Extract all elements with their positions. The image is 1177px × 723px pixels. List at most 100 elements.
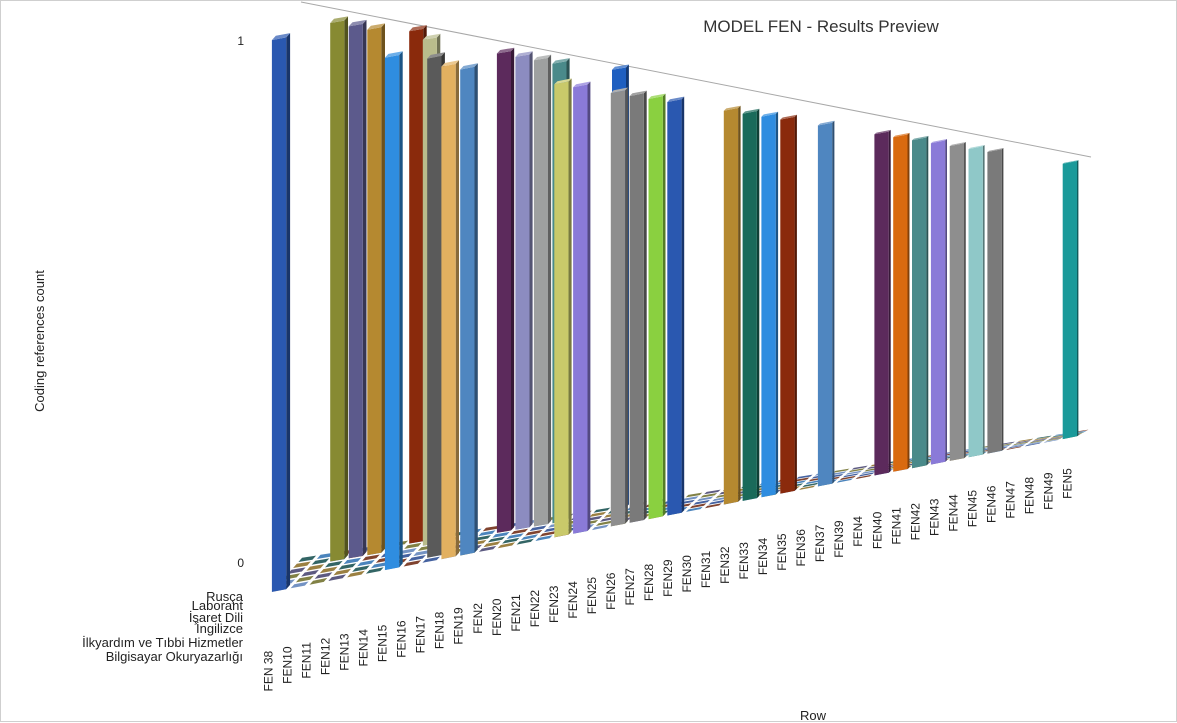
floor-tile bbox=[539, 530, 557, 537]
bar-front-face bbox=[987, 149, 1002, 454]
floor-tile bbox=[1043, 439, 1060, 443]
bar-front-face bbox=[384, 55, 400, 570]
floor-tile bbox=[309, 577, 328, 585]
bar-fen11 bbox=[330, 16, 348, 562]
category-label: FEN26 bbox=[604, 572, 618, 610]
category-label: FEN35 bbox=[775, 533, 789, 571]
floor-tile bbox=[525, 529, 543, 536]
bar-top-face bbox=[384, 51, 403, 58]
category-label: FEN 38 bbox=[262, 650, 276, 691]
bar-front-face bbox=[629, 93, 644, 523]
depth-label: Laborant bbox=[192, 598, 244, 613]
bar-fen18 bbox=[441, 60, 459, 560]
bar-fen32 bbox=[723, 105, 741, 505]
bar-fen2 bbox=[496, 47, 515, 533]
bar-fen19 bbox=[460, 63, 478, 556]
bar-fen28 bbox=[648, 93, 666, 520]
floor-tile bbox=[352, 565, 370, 572]
floor-tile bbox=[696, 496, 714, 502]
floor-tile bbox=[301, 569, 319, 577]
floor-tile bbox=[295, 575, 314, 583]
bar-front-face bbox=[515, 54, 530, 530]
floor-tile bbox=[1015, 440, 1031, 444]
floor-tile bbox=[704, 503, 722, 509]
bar-front-face bbox=[912, 137, 927, 469]
bar-side-face bbox=[587, 81, 591, 531]
category-label: FEN10 bbox=[281, 646, 295, 684]
bar-front-face bbox=[610, 90, 626, 527]
floor-tile bbox=[1025, 442, 1041, 447]
floor-tile bbox=[316, 552, 335, 559]
floor-tile bbox=[535, 535, 553, 541]
category-label: FEN45 bbox=[965, 490, 979, 528]
bar-fen13 bbox=[367, 23, 385, 556]
y-tick-0: 0 bbox=[237, 556, 244, 570]
category-label: FEN2 bbox=[471, 603, 485, 634]
bar-fen23 bbox=[554, 78, 572, 538]
category-label: FEN37 bbox=[813, 524, 827, 562]
bar-top-face bbox=[1062, 160, 1079, 164]
bar-top-face bbox=[496, 47, 515, 54]
bar-top-face bbox=[409, 25, 427, 32]
category-label: FEN17 bbox=[414, 616, 428, 654]
bar-side-face bbox=[362, 19, 367, 556]
floor-tile bbox=[520, 534, 539, 541]
floor-tile bbox=[290, 581, 309, 589]
bar-fen27 bbox=[629, 90, 647, 523]
category-label: FEN32 bbox=[718, 546, 732, 584]
bar-front-face bbox=[780, 116, 795, 494]
category-label: FEN30 bbox=[680, 555, 694, 593]
bar-side-face bbox=[832, 120, 835, 484]
bar-side-face bbox=[681, 96, 685, 513]
floor-tile bbox=[689, 503, 707, 509]
bar-side-face bbox=[1001, 148, 1004, 451]
floor-tile bbox=[842, 473, 859, 478]
floor-tile bbox=[502, 537, 520, 544]
bar-fen34 bbox=[761, 111, 779, 498]
floor-tile bbox=[1036, 435, 1052, 439]
bar-top-face bbox=[723, 105, 741, 111]
category-label: FEN28 bbox=[642, 563, 656, 601]
floor-tile bbox=[686, 506, 703, 512]
bar-top-face bbox=[610, 87, 628, 94]
bar-fen29 bbox=[667, 96, 685, 516]
bar-side-face bbox=[926, 135, 929, 466]
bar-side-face bbox=[756, 108, 760, 499]
floor-tile bbox=[357, 559, 375, 567]
category-label: FEN15 bbox=[376, 624, 390, 662]
floor-tile bbox=[482, 525, 500, 532]
category-label: FEN29 bbox=[661, 559, 675, 597]
bar-side-face bbox=[381, 23, 385, 553]
bar-front-face bbox=[441, 63, 456, 560]
bar-fen12 bbox=[348, 19, 367, 559]
bar-side-face bbox=[907, 132, 910, 469]
bar-top-face bbox=[761, 111, 779, 117]
floor-tile bbox=[1006, 446, 1022, 450]
bar-top-face bbox=[930, 139, 947, 144]
floor-tile bbox=[591, 524, 609, 531]
floor-tile bbox=[1010, 443, 1027, 447]
bar-top-face bbox=[968, 145, 985, 150]
category-label: FEN21 bbox=[509, 594, 523, 632]
bar-side-face bbox=[344, 16, 348, 560]
bar-front-face bbox=[330, 20, 345, 562]
floor-tile bbox=[343, 557, 362, 565]
floor-tile bbox=[593, 507, 611, 513]
bar-top-face bbox=[742, 108, 760, 114]
bar-fen35 bbox=[780, 114, 797, 494]
bar-top-face bbox=[629, 90, 647, 97]
bar-front-face bbox=[648, 96, 663, 520]
bar-front-face bbox=[427, 55, 442, 558]
bar-fen44 bbox=[949, 142, 966, 461]
bar-top-face bbox=[427, 52, 445, 59]
bar-side-face bbox=[662, 93, 666, 517]
category-label: FEN47 bbox=[1003, 481, 1017, 519]
floor-tile bbox=[325, 560, 343, 568]
bar-front-face bbox=[893, 134, 908, 472]
floor-tile bbox=[685, 492, 703, 498]
bar-front-face bbox=[348, 23, 363, 559]
bar-top-face bbox=[667, 96, 685, 102]
category-label: FEN19 bbox=[452, 607, 466, 645]
category-label: FEN24 bbox=[566, 581, 580, 619]
